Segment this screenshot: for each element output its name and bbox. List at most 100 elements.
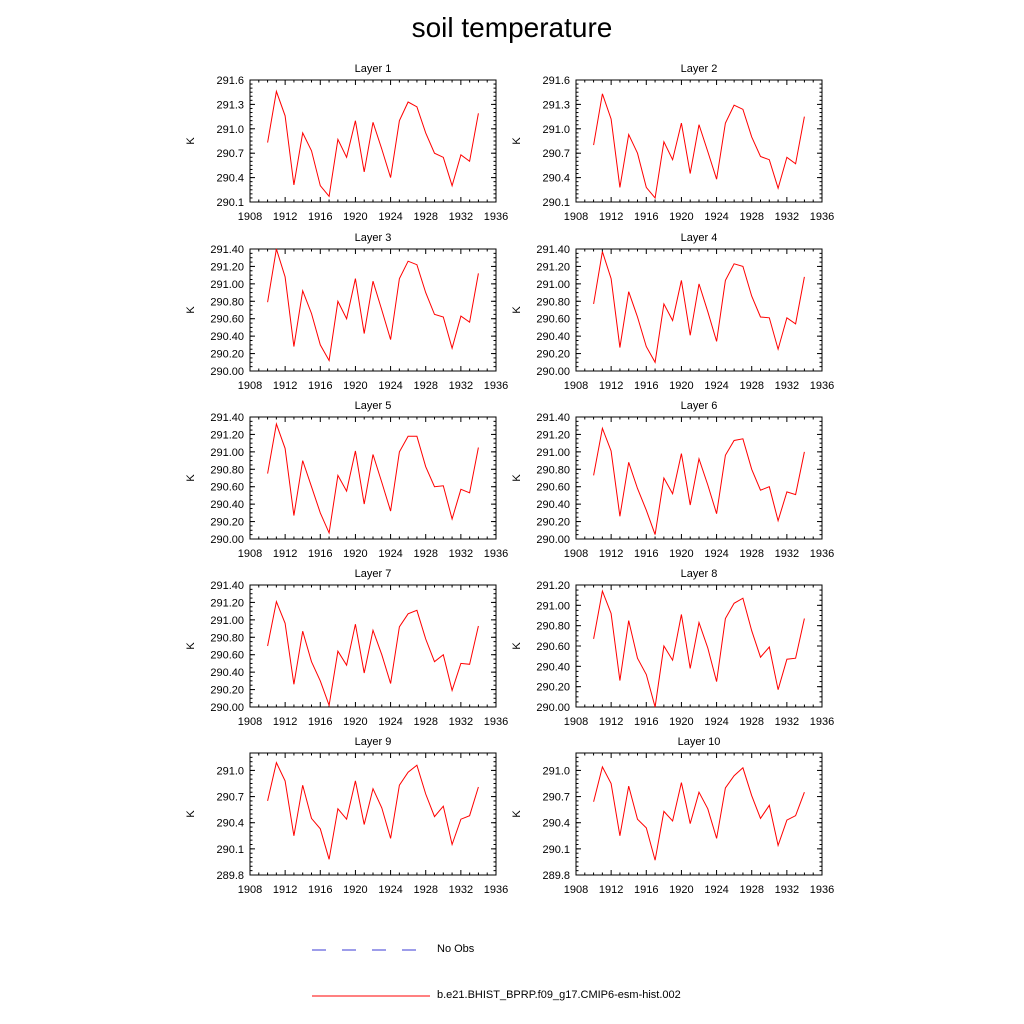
x-tick-label: 1924 — [704, 716, 728, 728]
y-tick-label: 291.0 — [216, 124, 244, 136]
y-tick-label: 290.80 — [536, 296, 570, 308]
y-tick-label: 291.20 — [210, 597, 244, 609]
plot-frame — [249, 248, 497, 372]
y-tick-label: 290.40 — [210, 499, 244, 511]
x-tick-label: 1916 — [634, 716, 658, 728]
x-tick-label: 1920 — [669, 380, 693, 392]
x-tick-label: 1928 — [739, 884, 763, 896]
x-tick-label: 1924 — [704, 548, 728, 560]
y-tick-label: 291.20 — [210, 429, 244, 441]
x-tick-label: 1916 — [308, 716, 332, 728]
y-tick-label: 290.7 — [216, 148, 244, 160]
x-tick-label: 1936 — [810, 380, 834, 392]
y-tick-label: 290.60 — [210, 482, 244, 494]
x-tick-label: 1916 — [634, 211, 658, 223]
y-tick-label: 290.1 — [542, 197, 570, 209]
plot-frame — [575, 416, 823, 540]
series-line — [593, 589, 805, 708]
x-tick-label: 1928 — [739, 716, 763, 728]
x-tick-label: 1928 — [413, 380, 437, 392]
y-axis-label: K — [511, 306, 523, 314]
y-tick-label: 291.20 — [536, 261, 570, 273]
plot-frame — [575, 79, 823, 203]
y-tick-label: 290.4 — [542, 818, 570, 830]
y-tick-label: 290.80 — [210, 464, 244, 476]
x-tick-label: 1920 — [669, 716, 693, 728]
x-tick-label: 1936 — [484, 211, 508, 223]
x-tick-label: 1908 — [238, 380, 262, 392]
y-tick-label: 291.40 — [210, 580, 244, 592]
x-tick-label: 1908 — [564, 380, 588, 392]
x-tick-label: 1932 — [775, 380, 799, 392]
plot-frame — [249, 416, 497, 540]
x-tick-label: 1928 — [413, 884, 437, 896]
y-tick-label: 290.80 — [536, 621, 570, 633]
plot-frame — [575, 248, 823, 372]
x-tick-label: 1908 — [238, 548, 262, 560]
chart-panel-2: 1908 1912 1916 1920 1924 1928 1932 1936 290.1 290… — [511, 63, 834, 223]
chart-panel-5: 1908 1912 1916 1920 1924 1928 1932 1936 290.00 29… — [185, 400, 508, 560]
x-tick-label: 1924 — [704, 884, 728, 896]
x-tick-label: 1908 — [564, 716, 588, 728]
y-tick-label: 290.00 — [210, 534, 244, 546]
y-axis-label: K — [185, 642, 197, 650]
x-tick-label: 1932 — [449, 716, 473, 728]
y-tick-label: 290.00 — [536, 702, 570, 714]
x-tick-label: 1936 — [810, 548, 834, 560]
series-line — [593, 426, 805, 535]
y-tick-label: 290.60 — [210, 314, 244, 326]
x-tick-label: 1936 — [810, 211, 834, 223]
plot-frame — [249, 752, 497, 876]
y-tick-label: 290.20 — [210, 517, 244, 529]
y-axis-label: K — [185, 474, 197, 482]
x-tick-label: 1916 — [308, 548, 332, 560]
y-tick-label: 289.8 — [542, 870, 570, 882]
y-tick-label: 290.40 — [536, 661, 570, 673]
x-tick-label: 1932 — [449, 548, 473, 560]
chart-panel-9: 1908 1912 1916 1920 1924 1928 1932 1936 289.8 290… — [185, 736, 508, 896]
y-tick-label: 290.1 — [542, 844, 570, 856]
y-tick-label: 291.0 — [542, 124, 570, 136]
x-tick-label: 1936 — [484, 380, 508, 392]
x-tick-label: 1908 — [564, 548, 588, 560]
chart-panel-1: 1908 1912 1916 1920 1924 1928 1932 1936 290.1 290… — [185, 63, 508, 223]
x-tick-label: 1916 — [308, 884, 332, 896]
panel-title: Layer 8 — [681, 568, 718, 580]
x-tick-label: 1924 — [378, 884, 402, 896]
x-tick-label: 1928 — [739, 380, 763, 392]
y-tick-label: 290.4 — [542, 173, 570, 185]
x-tick-label: 1916 — [308, 211, 332, 223]
x-tick-label: 1916 — [308, 380, 332, 392]
y-tick-label: 291.00 — [536, 279, 570, 291]
x-tick-label: 1912 — [599, 884, 623, 896]
x-tick-label: 1932 — [449, 884, 473, 896]
x-tick-label: 1936 — [810, 884, 834, 896]
y-tick-label: 291.3 — [542, 99, 570, 111]
y-axis-label: K — [185, 810, 197, 818]
y-tick-label: 290.4 — [216, 818, 244, 830]
y-axis-label: K — [185, 306, 197, 314]
y-tick-label: 291.20 — [210, 261, 244, 273]
y-axis-label: K — [185, 137, 197, 145]
y-tick-label: 291.00 — [210, 615, 244, 627]
series-line — [593, 93, 805, 200]
y-tick-label: 291.40 — [210, 412, 244, 424]
chart-panel-10: 1908 1912 1916 1920 1924 1928 1932 1936 289.8 290… — [511, 736, 834, 896]
panel-title: Layer 6 — [681, 400, 718, 412]
panel-title: Layer 3 — [355, 232, 392, 244]
x-tick-label: 1924 — [378, 380, 402, 392]
chart-panel-6: 1908 1912 1916 1920 1924 1928 1932 1936 290.00 29… — [511, 400, 834, 560]
series-line — [593, 765, 805, 861]
x-tick-label: 1924 — [378, 716, 402, 728]
x-tick-label: 1924 — [704, 211, 728, 223]
x-tick-label: 1928 — [739, 211, 763, 223]
y-tick-label: 291.0 — [542, 765, 570, 777]
panel-title: Layer 5 — [355, 400, 392, 412]
y-tick-label: 291.00 — [536, 447, 570, 459]
y-tick-label: 291.00 — [536, 600, 570, 612]
y-axis-label: K — [511, 474, 523, 482]
x-tick-label: 1920 — [343, 211, 367, 223]
y-tick-label: 290.60 — [536, 482, 570, 494]
y-tick-label: 290.1 — [216, 197, 244, 209]
y-tick-label: 291.40 — [536, 412, 570, 424]
